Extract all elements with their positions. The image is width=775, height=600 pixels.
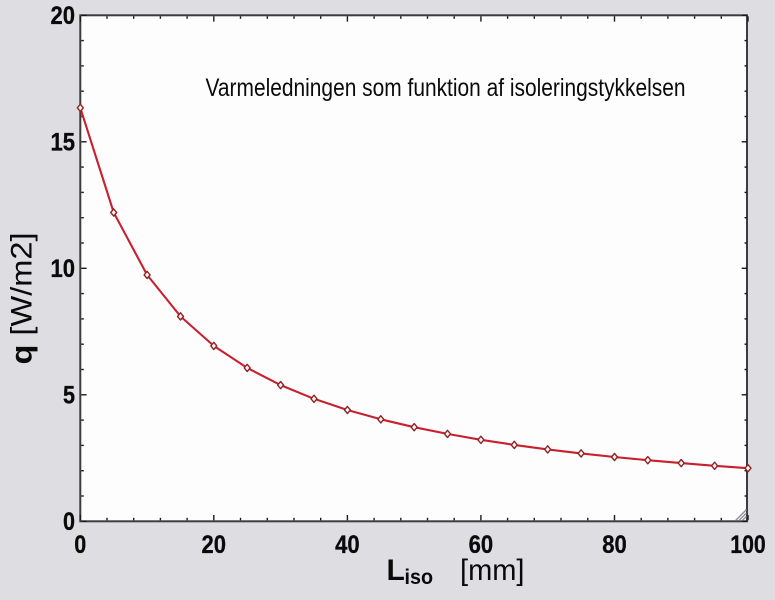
svg-text:10: 10 <box>51 255 76 283</box>
svg-text:100: 100 <box>730 531 766 559</box>
svg-text:5: 5 <box>63 382 75 410</box>
svg-text:40: 40 <box>335 531 360 559</box>
svg-text:q [W/m2]: q [W/m2] <box>6 232 39 364</box>
svg-text:Varmeledningen som funktion af: Varmeledningen som funktion af isolering… <box>206 74 686 102</box>
svg-text:80: 80 <box>602 531 627 559</box>
svg-text:L: L <box>387 554 405 587</box>
svg-text:60: 60 <box>469 531 494 559</box>
svg-text:0: 0 <box>63 508 75 536</box>
svg-text:iso: iso <box>405 565 434 589</box>
svg-text:0: 0 <box>74 531 86 559</box>
svg-text:20: 20 <box>51 2 76 30</box>
svg-text:15: 15 <box>51 129 76 157</box>
svg-text:[mm]: [mm] <box>460 554 525 587</box>
svg-text:20: 20 <box>202 531 227 559</box>
